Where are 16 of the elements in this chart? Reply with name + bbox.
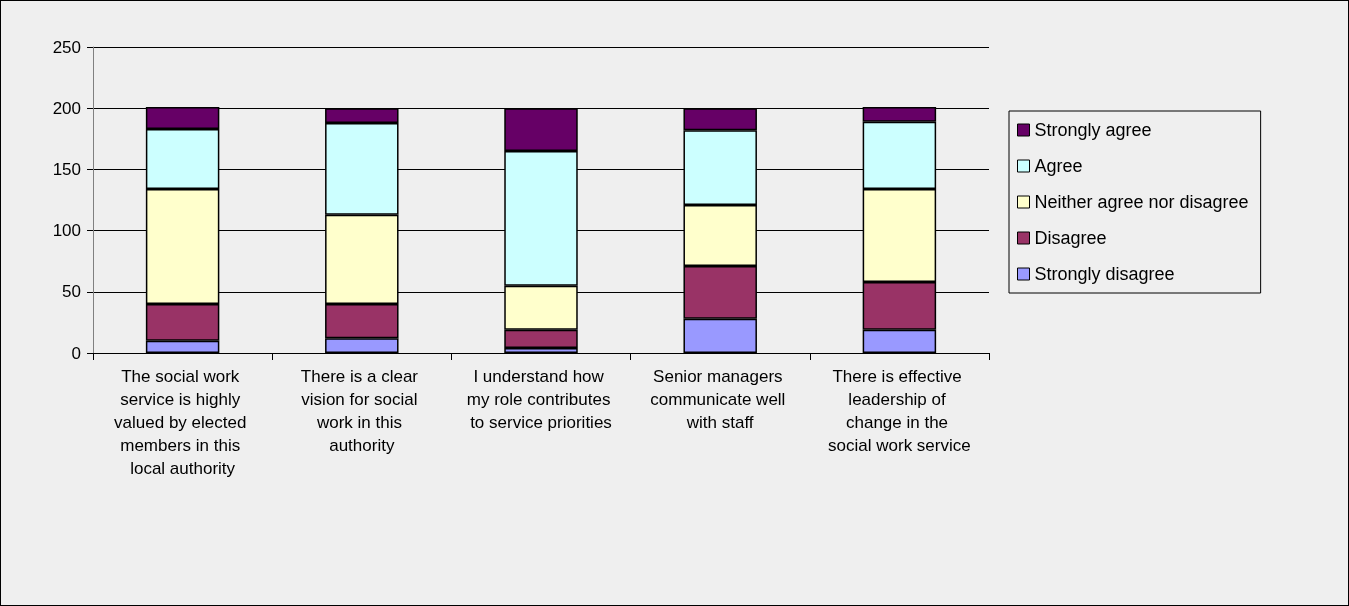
x-tick-label: The social work service is highly valued by elected members in this local authority	[114, 367, 252, 478]
x-tick-label: There is effective leadership of change in the social work service	[828, 367, 971, 455]
y-tick-label: 200	[52, 98, 81, 118]
y-tick-label: 50	[62, 282, 81, 302]
legend-label: Strongly disagree	[1034, 264, 1175, 284]
legend-label: Agree	[1034, 156, 1083, 176]
legend-label: Disagree	[1034, 228, 1107, 248]
x-tick-label: I understand how my role contributes to service priorities	[466, 367, 616, 432]
y-tick-label: 250	[52, 37, 81, 57]
y-tick-label: 100	[52, 221, 81, 241]
x-tick-label: Senior managers communicate well with staff	[650, 367, 791, 432]
legend-label: Neither agree nor disagree	[1034, 192, 1249, 212]
y-tick-label: 0	[71, 343, 81, 363]
y-tick-label: 150	[52, 159, 81, 179]
legend-label: Strongly agree	[1034, 120, 1152, 140]
x-tick-label: There is a clear vision for social work in this authority	[300, 367, 423, 455]
